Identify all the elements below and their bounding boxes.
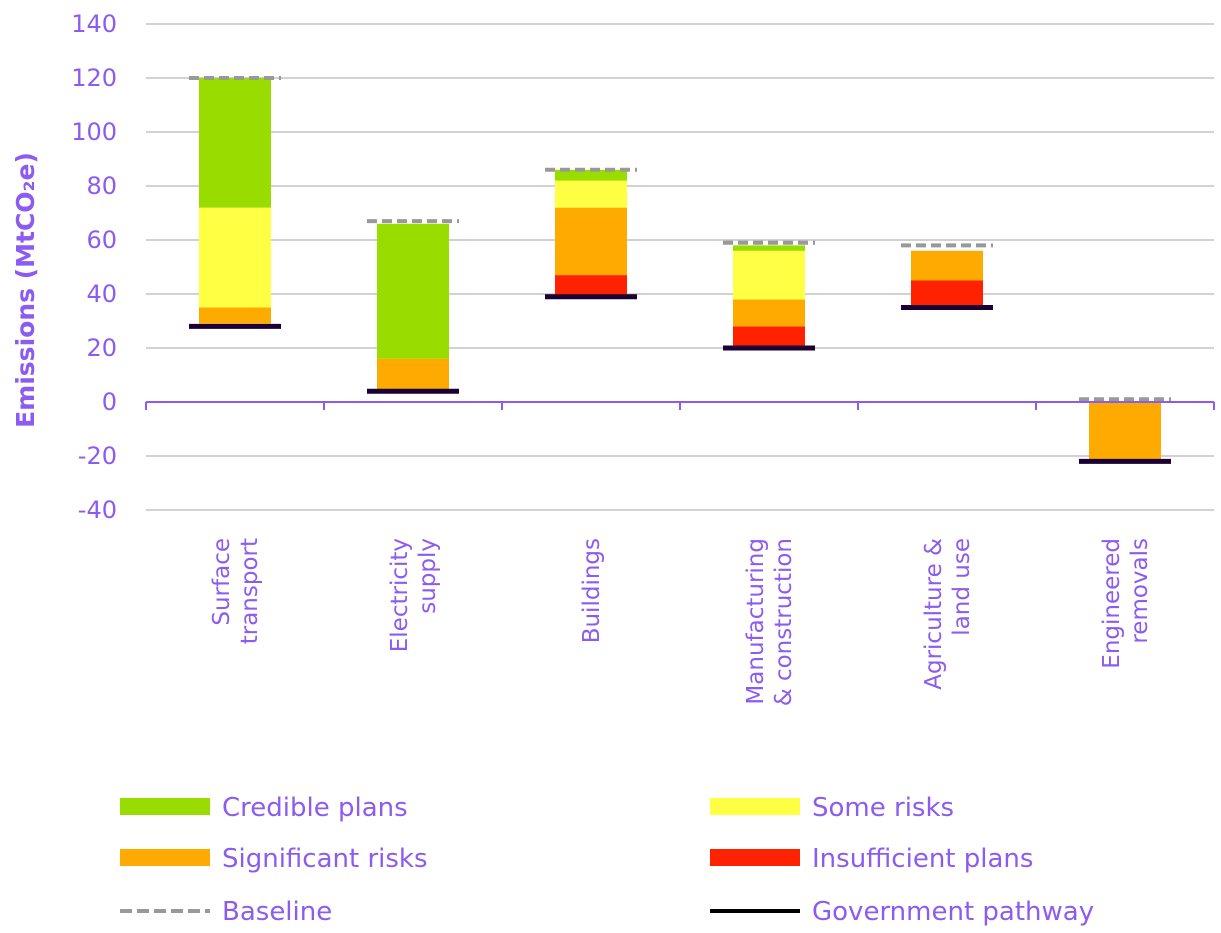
legend-label: Credible plans <box>222 793 408 823</box>
legend-swatch <box>710 798 800 815</box>
y-tick-label: 120 <box>71 64 117 92</box>
category-label-line: Buildings <box>579 538 605 643</box>
category-label-line: & construction <box>771 538 797 706</box>
y-tick-label: 40 <box>86 280 117 308</box>
bars <box>199 78 1161 462</box>
y-tick-label: 20 <box>86 334 117 362</box>
bar-segment <box>911 250 983 281</box>
bar-segment <box>555 207 627 276</box>
bar-segment <box>733 250 805 300</box>
legend-label: Some risks <box>812 793 954 823</box>
legend: Credible plans Some risks Significant risk… <box>120 793 1094 927</box>
category-label: Engineeredremovals <box>1099 538 1153 669</box>
bar-segment <box>199 307 271 324</box>
y-tick-label: 0 <box>102 388 117 416</box>
category-label-line: Engineered <box>1099 538 1125 669</box>
bar-segment <box>377 223 449 359</box>
category-label: Agriculture &land use <box>921 538 975 690</box>
y-tick-label: 100 <box>71 118 117 146</box>
y-tick-label: 140 <box>71 10 117 38</box>
category-label-line: Surface <box>209 538 235 626</box>
bar-segment <box>377 358 449 392</box>
markers <box>189 76 1171 464</box>
y-tick-label: -40 <box>78 496 117 524</box>
gridlines <box>146 23 1214 511</box>
bar-segment <box>911 280 983 308</box>
legend-label: Insufficient plans <box>812 844 1033 874</box>
category-label: Manufacturing& construction <box>743 538 797 706</box>
bar-segment <box>199 207 271 308</box>
bar-segment <box>555 169 627 181</box>
legend-swatch <box>120 798 210 815</box>
legend-label: Government pathway <box>812 897 1094 927</box>
bar-segment <box>199 78 271 208</box>
legend-swatch <box>710 849 800 866</box>
legend-swatch <box>120 849 210 866</box>
category-label: Electricitysupply <box>387 538 441 652</box>
y-tick-label: 60 <box>86 226 117 254</box>
legend-label: Significant risks <box>222 844 428 874</box>
y-tick-label: -20 <box>78 442 117 470</box>
bar-segment <box>555 275 627 297</box>
category-labels: Surfacetransport Electricitysupply Buildin… <box>209 538 1153 706</box>
y-axis-ticks: 140 120 100 80 60 40 20 0 -20 -40 <box>71 10 117 524</box>
category-label-line: supply <box>415 538 441 614</box>
x-axis <box>145 401 1215 410</box>
category-label-line: transport <box>237 538 263 644</box>
bar-segment <box>1089 402 1161 462</box>
category-label-line: Agriculture & <box>921 538 947 690</box>
category-label-line: removals <box>1127 538 1153 644</box>
y-tick-label: 80 <box>86 172 117 200</box>
legend-label: Baseline <box>222 897 332 927</box>
bar-segment <box>555 180 627 208</box>
category-label: Surfacetransport <box>209 538 263 644</box>
bar-segment <box>733 326 805 348</box>
category-label: Buildings <box>579 538 605 643</box>
y-axis-label: Emissions (MtCO₂e) <box>11 152 40 428</box>
bar-segment <box>733 299 805 327</box>
category-label-line: Manufacturing <box>743 538 769 705</box>
category-label-line: Electricity <box>387 538 413 652</box>
bar-segment <box>733 245 805 251</box>
category-label-line: land use <box>949 538 975 636</box>
